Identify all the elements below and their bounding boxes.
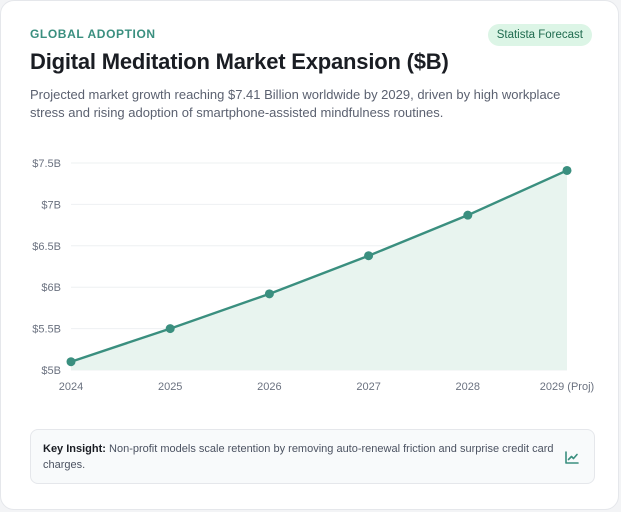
x-tick-label: 2029 (Proj): [540, 381, 594, 393]
insight-text: Non-profit models scale retention by rem…: [43, 443, 554, 471]
data-point: [562, 165, 572, 175]
x-tick-label: 2024: [59, 381, 83, 393]
y-tick-label: $7B: [41, 199, 61, 211]
y-tick-label: $5B: [41, 365, 61, 377]
series-line: [70, 169, 568, 363]
y-tick-label: $5.5B: [32, 324, 61, 336]
x-tick-label: 2026: [257, 381, 281, 393]
data-point: [165, 324, 175, 334]
trending-up-icon: [565, 451, 579, 464]
data-point: [463, 210, 473, 220]
y-tick-label: $6.5B: [32, 241, 61, 253]
x-tick-label: 2027: [356, 381, 380, 393]
data-point: [66, 357, 76, 367]
x-tick-label: 2028: [456, 381, 480, 393]
insight-label: Key Insight:: [43, 443, 106, 455]
area-fill: [71, 170, 567, 370]
eyebrow-label: GLOBAL ADOPTION: [30, 27, 156, 41]
y-tick-label: $6B: [41, 282, 61, 294]
chart-subtitle: Projected market growth reaching $7.41 B…: [30, 87, 561, 120]
chart-title: Digital Meditation Market Expansion ($B): [30, 49, 449, 74]
data-point: [364, 251, 374, 261]
area-chart: $5B $5.5B $6B $6.5B $7B $7.5B 2024 2025 2026 2027…: [32, 158, 594, 393]
y-tick-label: $7.5B: [32, 158, 61, 170]
data-point: [264, 289, 274, 299]
key-insight-box: Key Insight: Non-profit models scale ret…: [30, 429, 595, 484]
x-tick-label: 2025: [158, 381, 182, 393]
source-badge: Statista Forecast: [487, 24, 592, 46]
